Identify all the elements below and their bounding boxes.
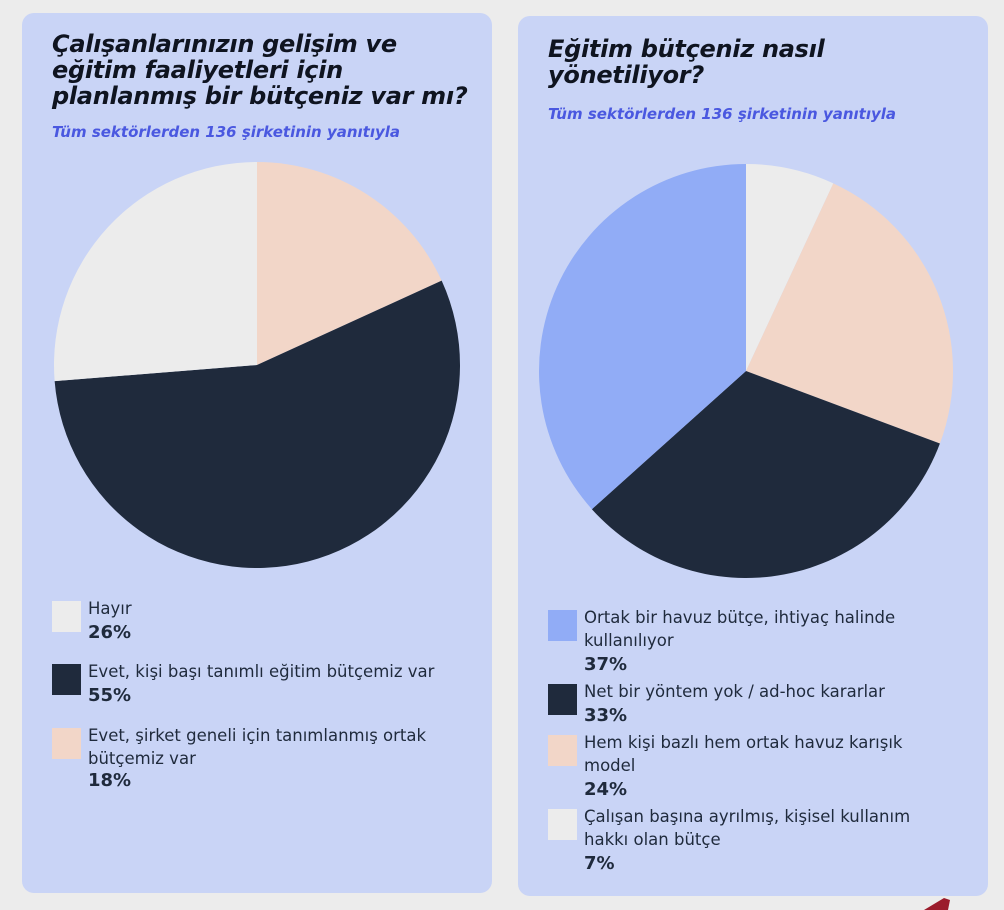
- right-pie-slice-0: [538, 164, 746, 510]
- right-chart-panel: Eğitim bütçeniz nasıl yönetiliyor? Tüm s…: [518, 16, 988, 896]
- left-legend-label: Evet, şirket geneli için tanımlanmış ort…: [88, 726, 427, 768]
- right-legend-percent: 7%: [584, 853, 615, 874]
- right-legend-swatch: [548, 735, 577, 766]
- right-pie-slice-2: [746, 183, 954, 444]
- left-pie-slice-1: [54, 280, 461, 568]
- left-legend-label: Hayır: [88, 599, 132, 618]
- right-legend-percent: 33%: [584, 705, 628, 726]
- right-pie-slice-3: [746, 164, 834, 371]
- right-pie-slice-1: [591, 371, 940, 579]
- right-legend-label: Hem kişi bazlı hem ortak havuz karışık m…: [584, 733, 903, 775]
- left-legend-percent: 18%: [88, 770, 132, 791]
- left-pie-chart: [54, 162, 461, 568]
- left-chart-panel: Çalışanlarınızın gelişim ve eğitim faali…: [22, 13, 492, 893]
- left-legend-percent: 26%: [88, 622, 132, 643]
- right-chart-title: Eğitim bütçeniz nasıl yönetiliyor?: [548, 35, 825, 89]
- corner-decoration-mark: [924, 898, 950, 910]
- right-legend-swatch: [548, 809, 577, 840]
- left-chart-subtitle: Tüm sektörlerden 136 şirketinin yanıtıyl…: [52, 123, 401, 141]
- right-legend-swatch: [548, 610, 577, 641]
- left-chart-title: Çalışanlarınızın gelişim ve eğitim faali…: [52, 30, 468, 110]
- right-chart-subtitle: Tüm sektörlerden 136 şirketinin yanıtıyl…: [548, 105, 897, 123]
- right-legend-percent: 37%: [584, 654, 628, 675]
- left-legend-swatch: [52, 664, 81, 695]
- left-pie-slice-2: [257, 162, 442, 365]
- right-legend-swatch: [548, 684, 577, 715]
- left-legend-swatch: [52, 728, 81, 759]
- left-legend-percent: 55%: [88, 685, 132, 706]
- left-legend-swatch: [52, 601, 81, 632]
- right-legend-label: Çalışan başına ayrılmış, kişisel kullanı…: [584, 807, 911, 849]
- right-legend-label: Net bir yöntem yok / ad-hoc kararlar: [584, 682, 885, 701]
- right-pie-chart: [538, 164, 954, 579]
- right-legend-label: Ortak bir havuz bütçe, ihtiyaç halinde k…: [584, 608, 896, 650]
- left-legend-label: Evet, kişi başı tanımlı eğitim bütçemiz …: [88, 662, 435, 681]
- left-pie-slice-0: [54, 162, 257, 382]
- right-legend-percent: 24%: [584, 779, 628, 800]
